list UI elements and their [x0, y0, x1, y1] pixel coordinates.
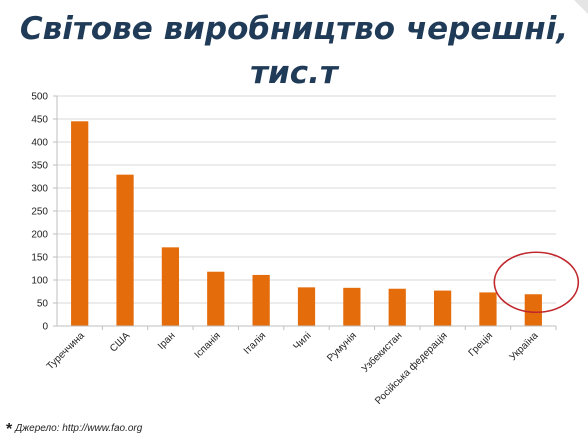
bar-1	[71, 121, 89, 326]
bar-7	[343, 287, 361, 326]
y-tick-label: 350	[31, 161, 48, 172]
x-axis-ticks: Туреччина США Іран Іспанія Італія Чилі Румунія…	[45, 325, 557, 407]
bar-8	[388, 288, 406, 326]
y-tick-label: 250	[31, 207, 48, 218]
source-note: * Джерело: http://www.fao.org	[6, 421, 142, 439]
x-tick-label: Чилі	[291, 330, 313, 352]
x-tick-label: Туреччина	[45, 330, 87, 372]
bar-series	[71, 121, 542, 326]
highlight-group	[493, 251, 580, 314]
chart-title-line-1: Світове виробництво черешні,	[19, 11, 569, 47]
x-tick-label: Іран	[156, 330, 178, 352]
bar-3	[161, 247, 180, 326]
chart-title-line-2: тис.т	[250, 55, 338, 91]
x-tick-label: Греція	[467, 330, 496, 359]
footnote-star: *	[6, 421, 13, 438]
y-tick-label: 150	[31, 253, 48, 264]
y-tick-label: 450	[31, 115, 48, 126]
bar-6	[297, 287, 316, 326]
y-tick-label: 300	[31, 184, 48, 195]
x-tick-label: Російська федерація	[372, 330, 449, 407]
y-tick-label: 400	[31, 138, 48, 149]
bar-5	[252, 274, 270, 326]
source-text: Джерело: http://www.fao.org	[15, 423, 143, 434]
bar-10	[479, 292, 497, 326]
y-tick-label: 50	[37, 299, 49, 310]
y-tick-label: 0	[42, 322, 48, 333]
gridlines	[57, 95, 556, 327]
x-tick-label: Румунія	[325, 330, 359, 364]
bar-11	[524, 294, 542, 326]
x-tick-label: Узбекистан	[359, 330, 404, 375]
slide-corner-fold	[574, 0, 588, 14]
x-tick-label: Україна	[508, 330, 541, 363]
y-tick-label: 200	[31, 230, 48, 241]
x-tick-label: Іспанія	[193, 330, 223, 360]
y-axis-ticks: 0 50 100 150 200 250 300 350 400 450 500	[31, 92, 58, 333]
bar-2	[116, 174, 134, 326]
bar-9	[433, 290, 452, 326]
y-tick-label: 500	[31, 92, 48, 103]
bar-4	[207, 271, 225, 326]
x-tick-label: США	[108, 330, 132, 354]
y-tick-label: 100	[31, 276, 48, 287]
x-tick-label: Італія	[242, 330, 268, 356]
highlight-ring	[493, 251, 580, 314]
